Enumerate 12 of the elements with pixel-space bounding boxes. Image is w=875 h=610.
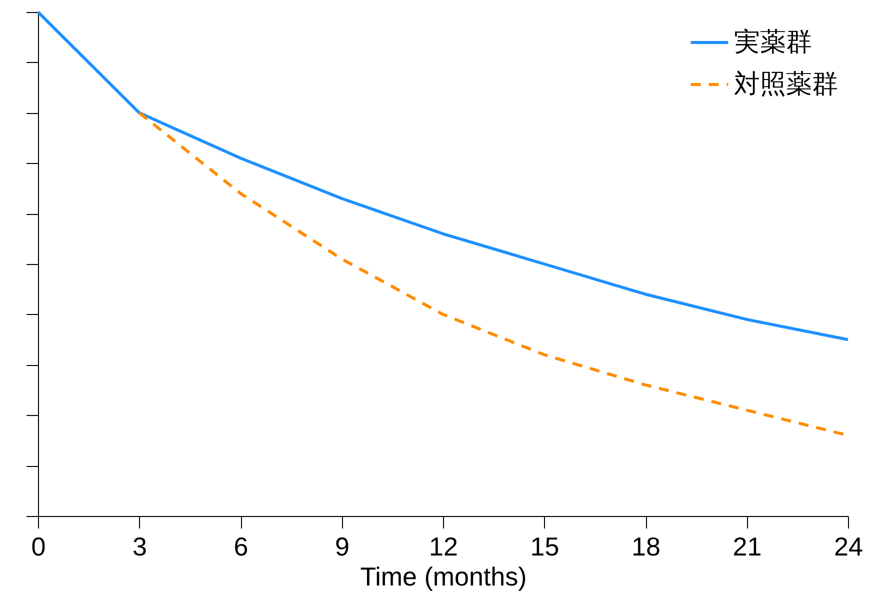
x-tick-label: 9 [335, 532, 350, 562]
x-tick-label: 21 [732, 532, 762, 562]
x-tick-label: 24 [834, 532, 863, 562]
x-tick-label: 18 [632, 532, 660, 562]
x-tick-label: 12 [429, 532, 458, 562]
x-tick-label: 0 [31, 532, 46, 562]
legend-label: 対照薬群 [734, 70, 838, 100]
x-axis-title: Time (months) [360, 562, 527, 592]
x-tick-label: 6 [234, 532, 248, 562]
x-tick-label: 15 [530, 532, 560, 562]
legend-label: 実薬群 [734, 28, 812, 58]
x-tick-label: 3 [132, 532, 147, 562]
